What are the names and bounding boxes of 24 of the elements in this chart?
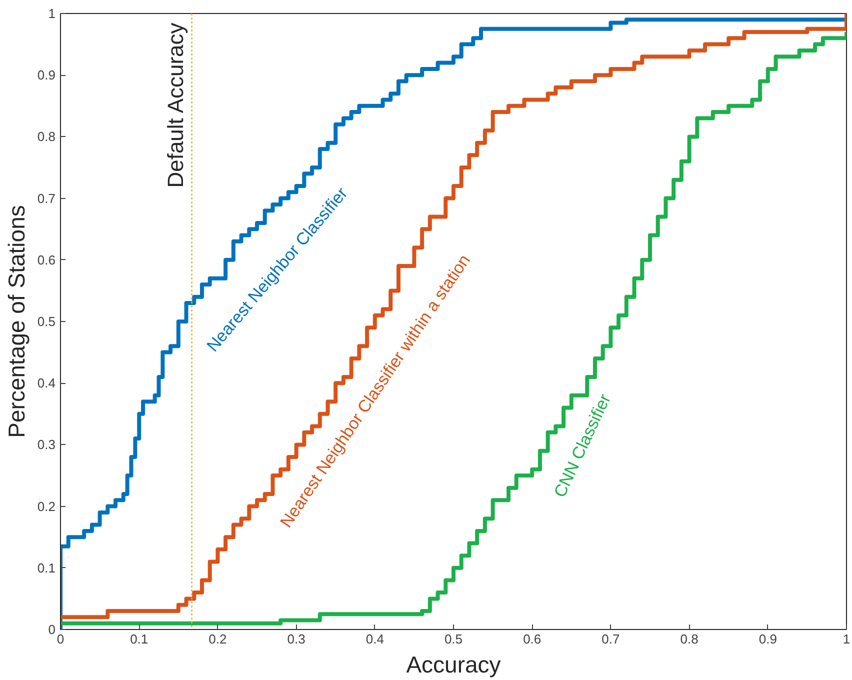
y-tick-label: 0 — [48, 622, 56, 637]
y-tick-label: 0.5 — [37, 314, 56, 329]
ref-line-label: Default Accuracy — [162, 22, 188, 188]
y-tick-label: 0.1 — [37, 560, 56, 576]
y-tick-label: 0.2 — [37, 498, 56, 514]
x-tick-label: 0.3 — [287, 632, 306, 646]
x-tick-label: 0.4 — [366, 632, 384, 646]
x-tick-label: 0.6 — [523, 632, 542, 646]
y-tick-label: 0.6 — [37, 252, 56, 268]
y-tick-label: 1 — [48, 6, 56, 21]
x-tick-label: 0.7 — [602, 632, 620, 646]
x-tick-label: 0.8 — [680, 632, 698, 646]
x-tick-label: 0.9 — [758, 632, 777, 646]
x-tick-label: 1 — [842, 632, 850, 646]
x-tick-label: 0.1 — [130, 632, 148, 646]
y-tick-label: 0.4 — [37, 376, 56, 391]
y-tick-label: 0.9 — [37, 68, 56, 83]
x-tick-label: 0.2 — [208, 632, 227, 646]
y-tick-label: 0.3 — [37, 437, 56, 452]
y-tick-label: 0.7 — [37, 190, 56, 206]
x-tick-label: 0.5 — [444, 632, 463, 646]
y-axis-title: Percentage of Stations — [3, 205, 30, 438]
x-axis-title: Accuracy — [406, 652, 502, 678]
y-tick-label: 0.8 — [37, 129, 56, 144]
